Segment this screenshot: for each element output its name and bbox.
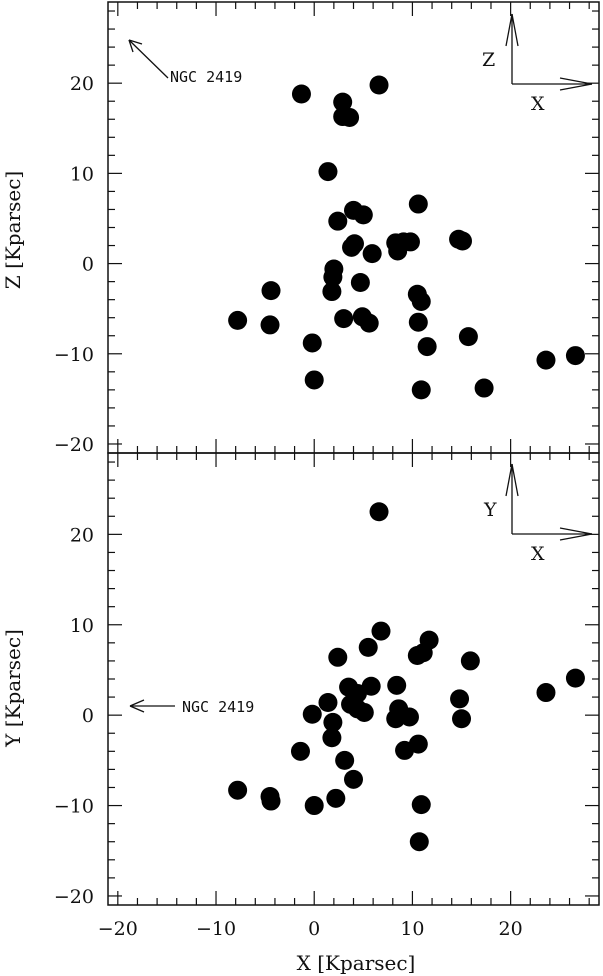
data-point: [328, 647, 348, 667]
x-tick-label: 0: [308, 918, 320, 940]
y-tick-label: −20: [54, 886, 94, 908]
data-point: [359, 313, 379, 333]
data-point: [290, 741, 310, 761]
data-point: [228, 780, 248, 800]
data-point: [318, 693, 338, 713]
data-point: [411, 291, 431, 311]
xz-compass-vertical-label: Z: [482, 49, 495, 71]
data-point: [304, 796, 324, 816]
data-point: [323, 712, 343, 732]
x-tick-label: −10: [196, 918, 236, 940]
data-point: [302, 333, 322, 353]
data-point: [452, 709, 472, 729]
data-point: [408, 734, 428, 754]
x-axis-label: X [Kparsec]: [297, 951, 416, 975]
data-point: [411, 795, 431, 815]
data-point: [369, 502, 389, 522]
data-point: [536, 350, 556, 370]
xy-annotation-label: NGC 2419: [182, 698, 254, 716]
data-point: [334, 309, 354, 329]
data-point: [458, 327, 478, 347]
xy-y-axis-label: Y [Kparsec]: [1, 629, 25, 748]
data-point: [261, 281, 281, 301]
data-point: [340, 107, 360, 127]
xz-ticks: −20 −10 0 10 20: [54, 2, 599, 456]
xy-panel-frame: [107, 452, 600, 906]
data-point: [323, 267, 343, 287]
x-tick-label: −20: [98, 918, 138, 940]
data-point: [302, 704, 322, 724]
data-point: [318, 162, 338, 182]
y-tick-label: 0: [82, 254, 94, 276]
data-point: [369, 75, 389, 95]
data-point: [565, 346, 585, 366]
data-point: [335, 750, 355, 770]
data-point: [400, 232, 420, 252]
data-point: [353, 205, 373, 225]
data-point: [411, 380, 431, 400]
xz-ngc2419-annotation: NGC 2419: [128, 39, 242, 86]
data-point: [536, 683, 556, 703]
xy-compass-vertical-label: Y: [483, 499, 497, 521]
xy-annotation-arrow-head: [129, 699, 145, 707]
data-point: [333, 92, 353, 112]
data-point: [417, 337, 437, 357]
data-point: [326, 788, 346, 808]
data-point: [362, 244, 382, 264]
data-point: [350, 273, 370, 293]
data-point: [354, 702, 374, 722]
y-tick-label: 20: [70, 73, 94, 95]
xy-annotation-arrow-head: [129, 705, 145, 713]
data-point: [344, 769, 363, 789]
xz-compass-horizontal-label: X: [531, 93, 545, 115]
data-point: [371, 621, 391, 641]
data-point: [322, 728, 342, 748]
data-point: [228, 310, 248, 330]
data-point: [460, 651, 480, 671]
xz-points: [228, 75, 585, 400]
data-point: [304, 370, 324, 390]
y-tick-label: −20: [54, 434, 94, 456]
xz-y-axis-label: Z [Kparsec]: [1, 171, 25, 289]
data-point: [450, 689, 470, 709]
data-point: [409, 832, 429, 852]
data-point: [387, 675, 407, 695]
data-point: [565, 668, 585, 688]
y-tick-label: 10: [70, 163, 94, 185]
y-tick-label: −10: [54, 796, 94, 818]
data-point: [291, 84, 311, 104]
xy-compass-horizontal-label: X: [531, 543, 545, 565]
data-point: [408, 194, 428, 214]
xy-ticks: −20 −10 0 10 20 −20 −10 0 10 20: [54, 453, 599, 940]
y-tick-label: 0: [82, 705, 94, 727]
data-point: [413, 643, 433, 663]
data-point: [399, 707, 419, 727]
y-tick-label: −10: [54, 344, 94, 366]
data-point: [322, 282, 342, 302]
data-point: [453, 231, 473, 251]
data-point: [260, 315, 280, 335]
x-tick-label: 20: [499, 918, 523, 940]
data-point: [261, 791, 281, 811]
xy-compass: Y X: [483, 463, 593, 565]
xy-points: [228, 502, 585, 852]
data-point: [408, 312, 428, 332]
data-point: [358, 637, 378, 657]
xz-annotation-arrow-head: [128, 39, 134, 53]
x-tick-label: 10: [400, 918, 424, 940]
xy-ngc2419-annotation: NGC 2419: [129, 698, 254, 716]
xz-annotation-arrow-head: [128, 39, 143, 45]
xz-compass: Z X: [482, 13, 593, 115]
data-point: [474, 378, 494, 398]
xz-annotation-arrow-line: [128, 39, 169, 79]
data-point: [328, 211, 348, 231]
data-point: [344, 234, 364, 254]
xz-annotation-label: NGC 2419: [170, 68, 242, 86]
y-tick-label: 10: [70, 615, 94, 637]
y-tick-label: 20: [70, 524, 94, 546]
